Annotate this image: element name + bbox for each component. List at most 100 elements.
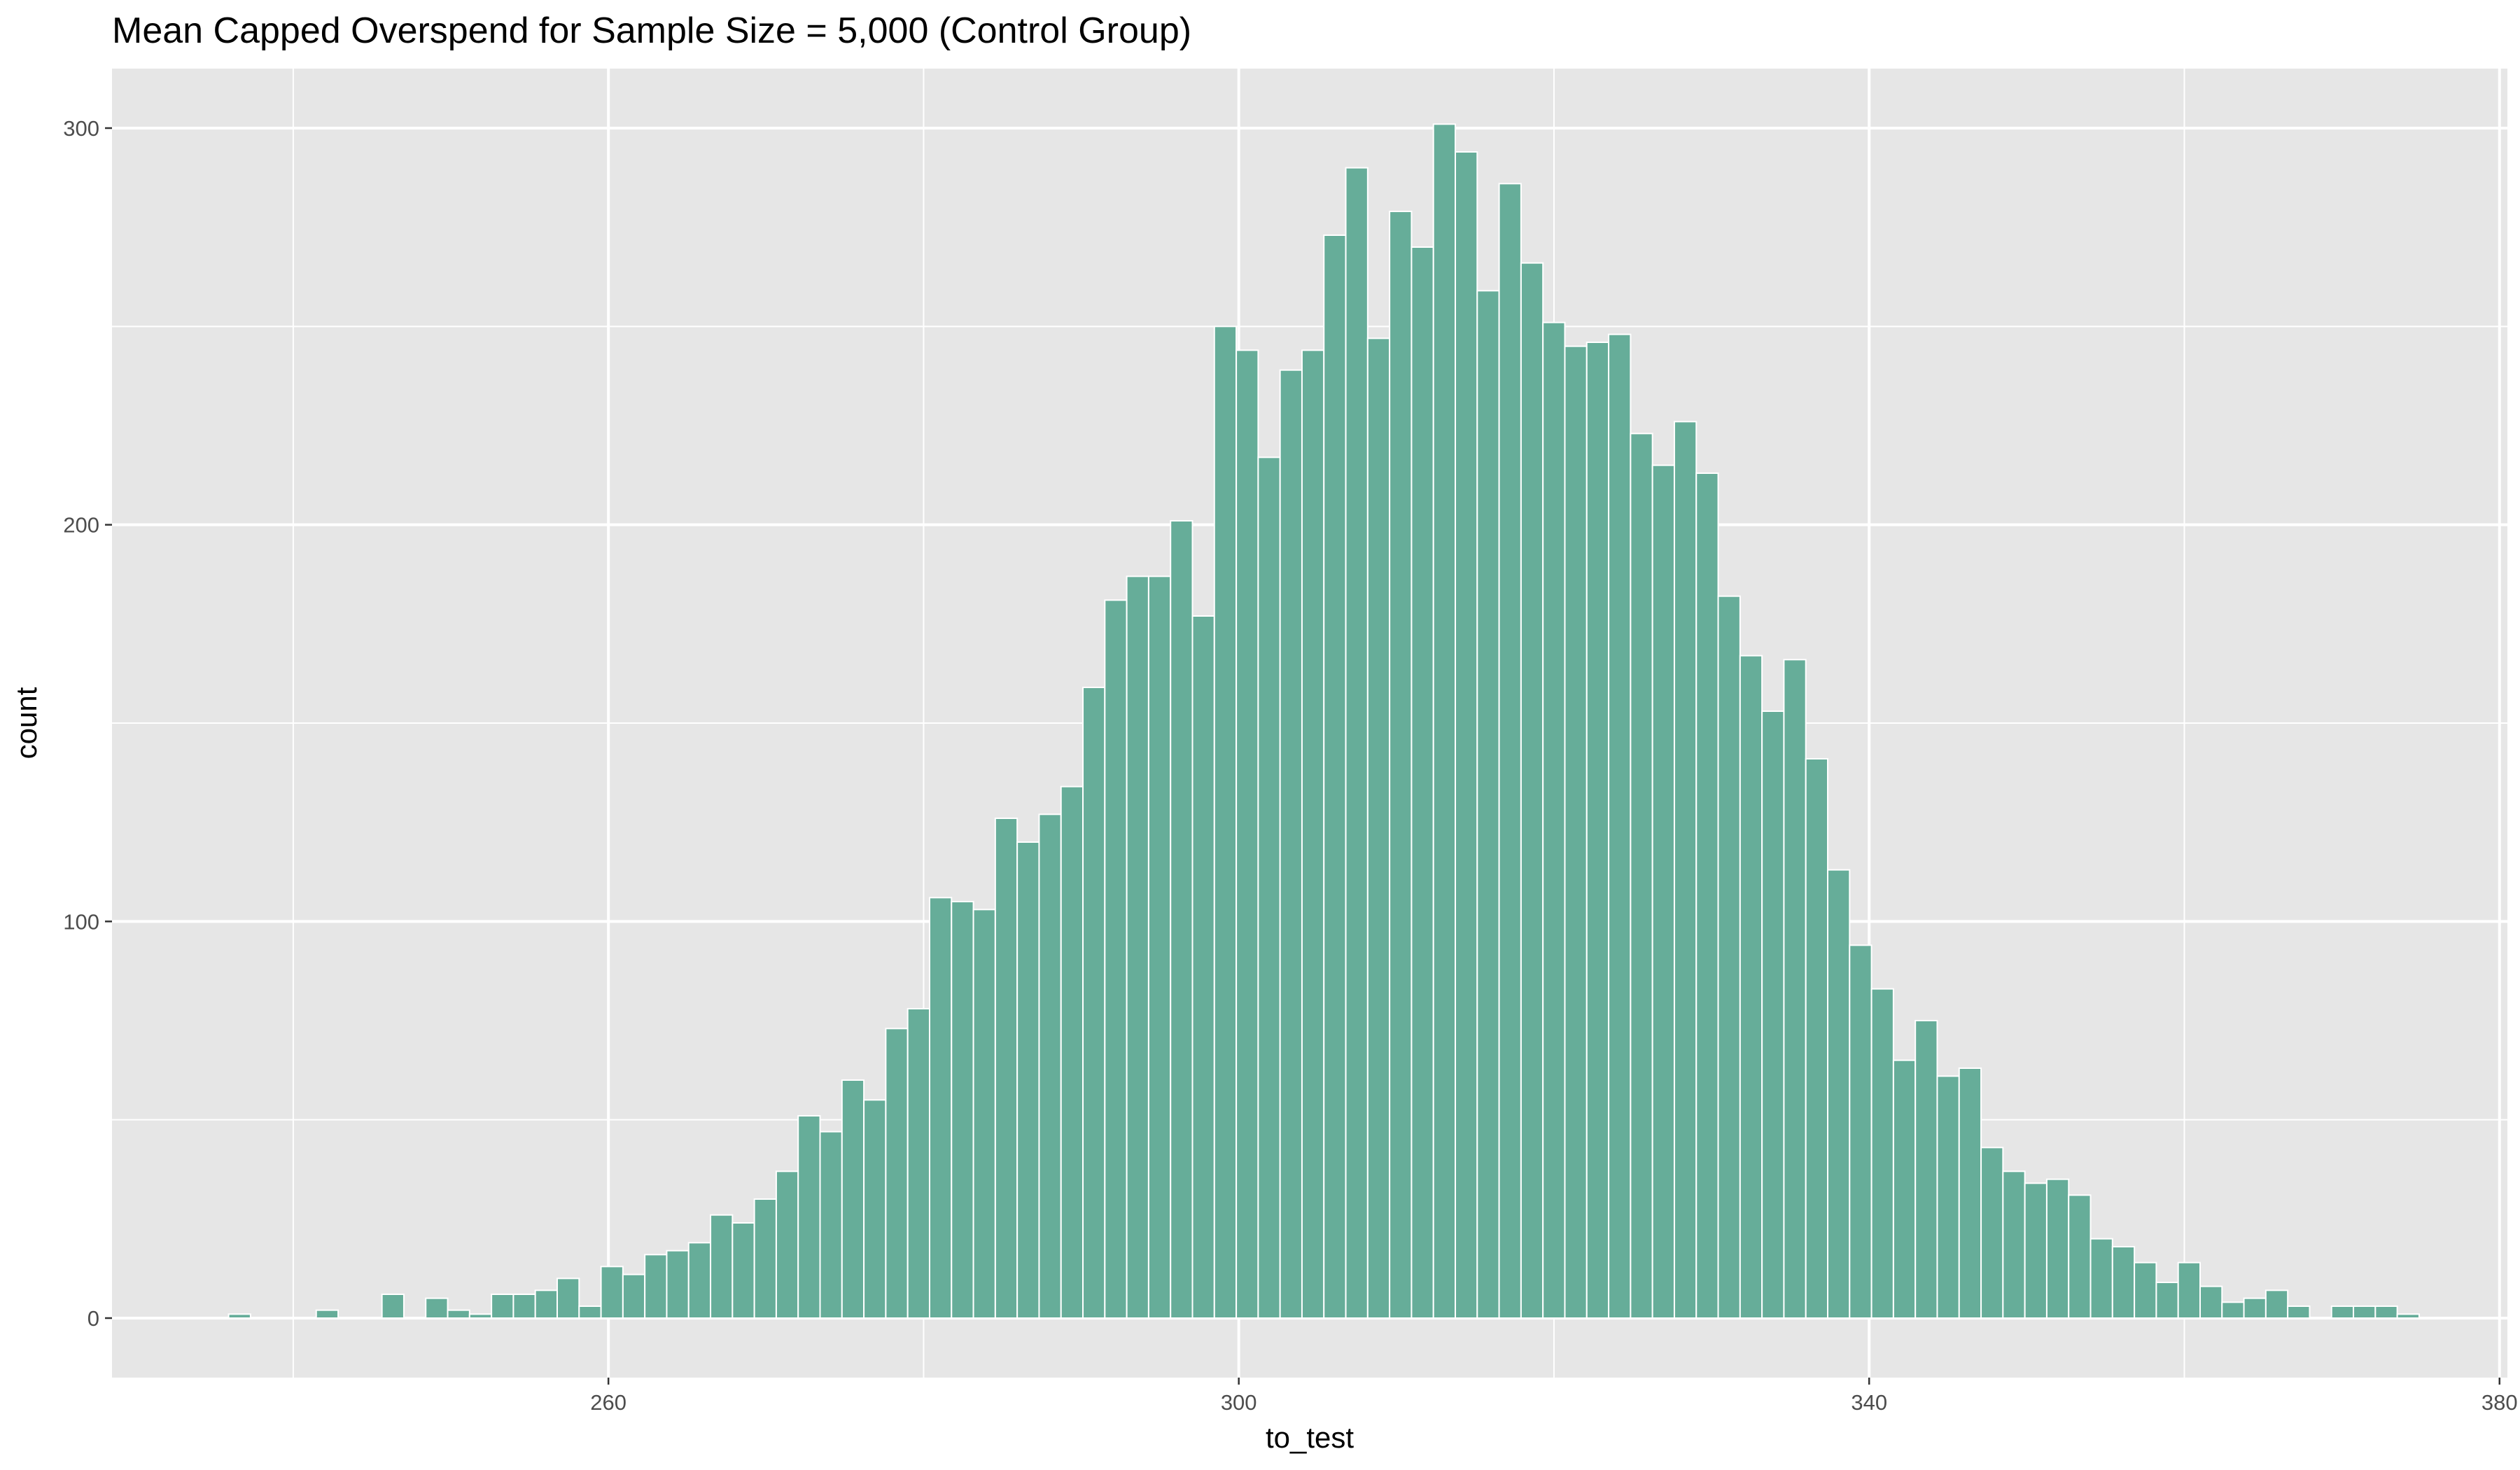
y-tick-label: 0 <box>88 1306 99 1331</box>
histogram-bar <box>1213 326 1238 1319</box>
histogram-bar <box>885 1028 909 1320</box>
histogram-bar <box>2330 1306 2355 1319</box>
histogram-bar <box>644 1254 668 1320</box>
histogram-bar <box>1170 520 1194 1319</box>
histogram-bar <box>1783 659 1807 1319</box>
histogram-bar <box>1520 262 1544 1320</box>
histogram-bar <box>775 1170 799 1320</box>
histogram-bar <box>2199 1285 2223 1319</box>
histogram-bar <box>2374 1306 2398 1319</box>
histogram-bar <box>1476 290 1500 1319</box>
histogram-bar <box>1345 167 1368 1320</box>
histogram-bar <box>1892 1059 1917 1319</box>
x-tick-label: 300 <box>1221 1390 1257 1415</box>
histogram-bar <box>2353 1306 2376 1319</box>
histogram-bar <box>2024 1182 2047 1320</box>
histogram-bar <box>2090 1238 2113 1319</box>
histogram-bar <box>578 1306 602 1319</box>
histogram-bars <box>227 123 2420 1320</box>
histogram-bar <box>491 1294 514 1319</box>
histogram-bar <box>2155 1282 2179 1319</box>
histogram-bar <box>1630 433 1653 1319</box>
histogram-bar <box>1914 1020 1938 1319</box>
histogram-bar <box>1542 321 1566 1320</box>
histogram-bar <box>1016 841 1040 1319</box>
histogram-bar <box>381 1294 405 1319</box>
histogram-bar <box>600 1266 624 1320</box>
histogram-bar <box>556 1278 580 1320</box>
histogram-bar <box>1323 234 1347 1319</box>
histogram-bar <box>2243 1297 2267 1319</box>
histogram-bar <box>1827 869 1851 1319</box>
histogram-bar <box>1870 988 1894 1319</box>
histogram-bar <box>687 1242 712 1320</box>
histogram-bar <box>2134 1261 2157 1319</box>
histogram-bar <box>447 1309 470 1319</box>
histogram-bar <box>666 1250 690 1319</box>
histogram-bar <box>1082 687 1106 1319</box>
histogram-bar <box>1739 654 1763 1319</box>
histogram-bar <box>1849 944 1872 1320</box>
histogram-bar <box>1805 758 1829 1319</box>
x-tick-label: 340 <box>1851 1390 1887 1415</box>
histogram-bar <box>315 1309 340 1319</box>
y-tick-label: 300 <box>63 116 99 141</box>
chart-title: Mean Capped Overspend for Sample Size = … <box>112 10 1192 51</box>
histogram-bar <box>1147 575 1172 1319</box>
x-tick-label: 260 <box>590 1390 626 1415</box>
histogram-bar <box>863 1099 887 1320</box>
histogram-bar <box>1498 183 1522 1319</box>
histogram-bar <box>1191 615 1215 1319</box>
histogram-bar <box>2002 1170 2026 1320</box>
histogram-bar <box>1389 211 1413 1319</box>
histogram-bar <box>425 1297 449 1319</box>
x-axis-title: to_test <box>1266 1421 1354 1454</box>
histogram-bar <box>1695 472 1719 1319</box>
histogram-bar <box>1038 813 1062 1320</box>
histogram-bar <box>512 1294 536 1319</box>
histogram-bar <box>1936 1075 1960 1320</box>
histogram-bar <box>972 909 996 1320</box>
x-tick-label: 380 <box>2482 1390 2518 1415</box>
histogram-bar <box>1651 464 1675 1320</box>
histogram-bar <box>1279 369 1303 1320</box>
histogram-bar <box>534 1289 558 1320</box>
y-axis-title: count <box>10 687 43 759</box>
histogram-bar <box>994 818 1018 1319</box>
histogram-bar <box>1958 1068 1982 1319</box>
histogram-bar <box>841 1079 865 1319</box>
histogram-bar <box>2396 1313 2420 1320</box>
histogram-bar <box>1257 456 1281 1319</box>
histogram-bar <box>1717 595 1741 1320</box>
histogram-bar <box>468 1313 493 1320</box>
histogram-bar <box>2221 1301 2245 1320</box>
histogram-bar <box>1608 333 1632 1320</box>
histogram-bar <box>227 1313 251 1320</box>
histogram-bar <box>1236 349 1259 1319</box>
histogram-bar <box>951 901 974 1319</box>
histogram-bar <box>1761 710 1785 1319</box>
histogram-bar <box>2177 1261 2201 1319</box>
y-tick-label: 200 <box>63 513 99 538</box>
histogram-bar <box>710 1214 734 1319</box>
histogram-bar <box>1060 785 1084 1319</box>
histogram-bar <box>2068 1194 2092 1320</box>
histogram-bar <box>1980 1147 2004 1320</box>
histogram-bar <box>928 897 953 1320</box>
y-tick-label: 100 <box>63 909 99 934</box>
histogram-bar <box>2045 1178 2070 1319</box>
histogram-bar <box>622 1273 646 1319</box>
histogram-bar <box>2264 1289 2289 1320</box>
histogram-bar <box>1126 575 1149 1319</box>
histogram-bar <box>2111 1246 2136 1319</box>
histogram-bar <box>1564 345 1588 1320</box>
histogram-bar <box>1410 246 1434 1319</box>
histogram-bar <box>1366 337 1391 1319</box>
histogram-bar <box>1301 349 1325 1319</box>
histogram-bar <box>1673 421 1698 1319</box>
axes: 260 300 340 380 0 100 200 300 <box>63 116 2517 1415</box>
histogram-bar <box>906 1008 930 1319</box>
histogram-bar <box>1104 599 1128 1319</box>
histogram-bar <box>753 1198 777 1319</box>
